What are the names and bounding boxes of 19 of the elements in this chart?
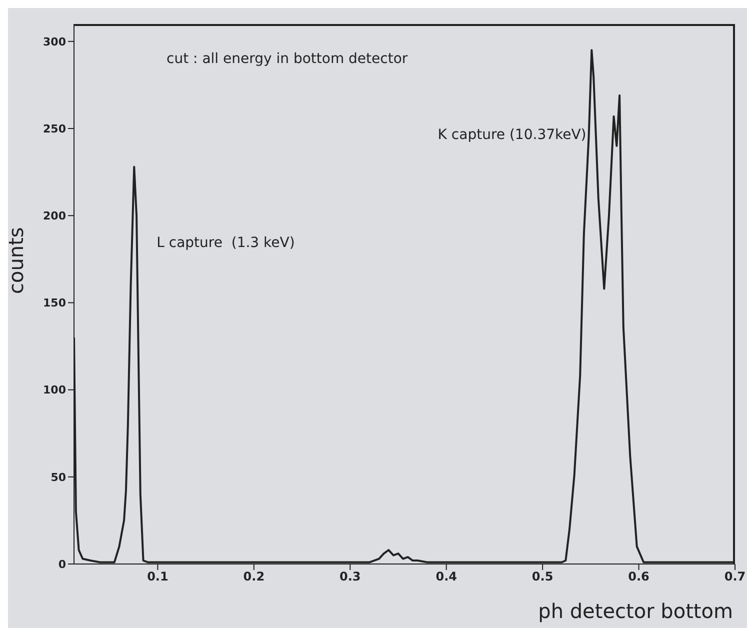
annotation: K capture (10.37keV): [438, 126, 586, 143]
y-tick-label: 150: [43, 296, 66, 310]
annotation: cut : all energy in bottom detector: [166, 51, 408, 67]
y-tick-label: 0: [58, 558, 66, 571]
x-tick-label: 0.2: [243, 570, 265, 584]
y-axis-title: counts: [4, 227, 28, 294]
x-tick-label: 0.4: [436, 570, 457, 584]
annotation: L capture (1.3 keV): [156, 234, 295, 251]
x-tick-label: 0.3: [340, 570, 361, 584]
x-tick-label: 0.7: [724, 570, 746, 584]
x-tick-label: 0.1: [147, 570, 168, 584]
x-tick-label: 0.6: [628, 570, 650, 584]
y-tick-label: 300: [43, 35, 66, 48]
y-tick-label: 200: [43, 210, 66, 223]
y-tick-label: 250: [43, 122, 66, 136]
x-tick-label: 0.5: [532, 570, 554, 584]
x-axis-title: ph detector bottom: [538, 599, 733, 623]
y-tick-label: 50: [50, 470, 66, 484]
y-tick-label: 100: [43, 384, 66, 397]
